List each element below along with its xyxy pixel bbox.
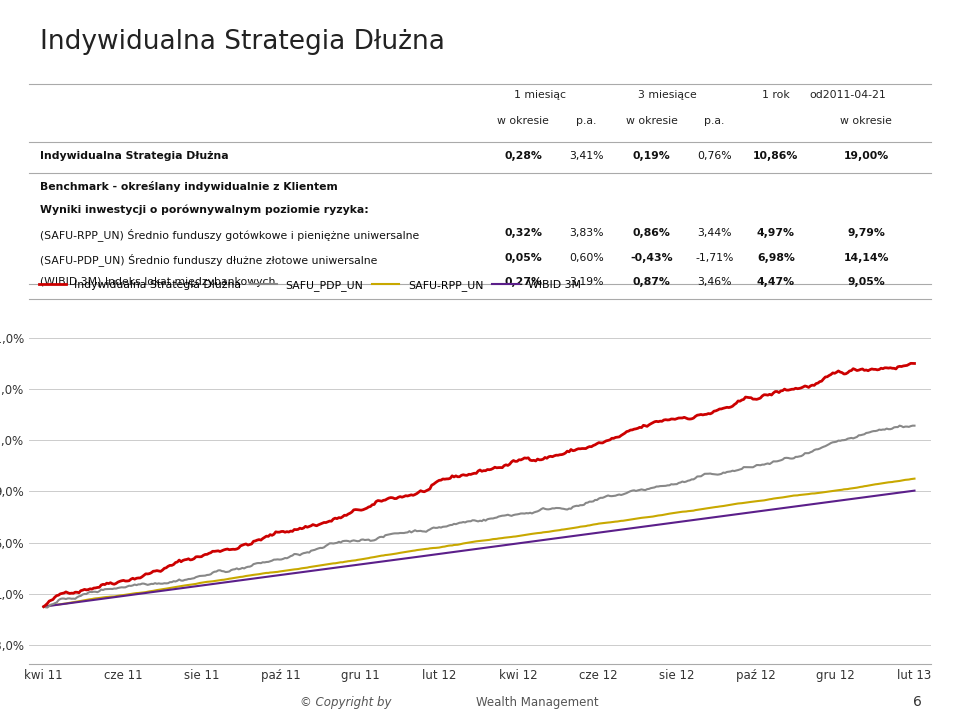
Text: Indywidualna Strategia Dłużna: Indywidualna Strategia Dłużna <box>39 152 228 162</box>
Text: 3,46%: 3,46% <box>697 277 732 287</box>
Text: 14,14%: 14,14% <box>844 253 889 263</box>
Text: (SAFU-RPP_UN) Średnio funduszy gotówkowe i pieniężne uniwersalne: (SAFU-RPP_UN) Średnio funduszy gotówkowe… <box>39 228 419 241</box>
Text: 1 miesiąc: 1 miesiąc <box>515 90 566 100</box>
Text: -1,71%: -1,71% <box>695 253 733 263</box>
Text: 6: 6 <box>913 695 922 709</box>
Text: 0,27%: 0,27% <box>504 277 542 287</box>
Text: w okresie: w okresie <box>497 116 549 126</box>
Text: 3,44%: 3,44% <box>697 228 732 238</box>
Text: 0,87%: 0,87% <box>633 277 670 287</box>
Text: Wyniki inwestycji o porównywalnym poziomie ryzyka:: Wyniki inwestycji o porównywalnym poziom… <box>39 204 369 215</box>
Text: 0,19%: 0,19% <box>633 152 670 162</box>
Text: p.a.: p.a. <box>705 116 725 126</box>
Text: 9,05%: 9,05% <box>848 277 885 287</box>
Text: 3 miesiące: 3 miesiące <box>638 90 697 100</box>
Text: 9,79%: 9,79% <box>848 228 885 238</box>
Text: 4,97%: 4,97% <box>757 228 795 238</box>
Text: 0,28%: 0,28% <box>504 152 542 162</box>
Text: 6,98%: 6,98% <box>757 253 795 263</box>
Text: 1 rok: 1 rok <box>762 90 790 100</box>
Text: 19,00%: 19,00% <box>844 152 889 162</box>
Text: 0,32%: 0,32% <box>504 228 542 238</box>
Text: 0,60%: 0,60% <box>569 253 604 263</box>
Text: -0,43%: -0,43% <box>630 253 673 263</box>
Text: (WIBID 3M) Indeks lokat międzybankowych: (WIBID 3M) Indeks lokat międzybankowych <box>39 277 275 287</box>
Text: 3,41%: 3,41% <box>569 152 604 162</box>
Legend: Indywidualna Strategia Dłużna, SAFU_PDP_UN, SAFU-RPP_UN, WIBID 3M: Indywidualna Strategia Dłużna, SAFU_PDP_… <box>35 276 586 295</box>
Text: Benchmark - określany indywidualnie z Klientem: Benchmark - określany indywidualnie z Kl… <box>39 181 337 192</box>
Text: w okresie: w okresie <box>840 116 892 126</box>
Text: 3,83%: 3,83% <box>569 228 604 238</box>
Text: 0,86%: 0,86% <box>633 228 670 238</box>
Text: 0,05%: 0,05% <box>504 253 542 263</box>
Text: (SAFU-PDP_UN) Średnio funduszy dłużne złotowe uniwersalne: (SAFU-PDP_UN) Średnio funduszy dłużne zł… <box>39 253 377 266</box>
Text: Wealth Management: Wealth Management <box>476 696 599 709</box>
Text: 4,47%: 4,47% <box>756 277 795 287</box>
Text: © Copyright by: © Copyright by <box>300 696 392 709</box>
Text: Indywidualna Strategia Dłużna: Indywidualna Strategia Dłużna <box>39 30 444 56</box>
Text: od2011-04-21: od2011-04-21 <box>810 90 886 100</box>
Text: w okresie: w okresie <box>626 116 678 126</box>
Text: 3,19%: 3,19% <box>569 277 604 287</box>
Text: 0,76%: 0,76% <box>697 152 732 162</box>
Text: p.a.: p.a. <box>576 116 597 126</box>
Text: 10,86%: 10,86% <box>754 152 799 162</box>
